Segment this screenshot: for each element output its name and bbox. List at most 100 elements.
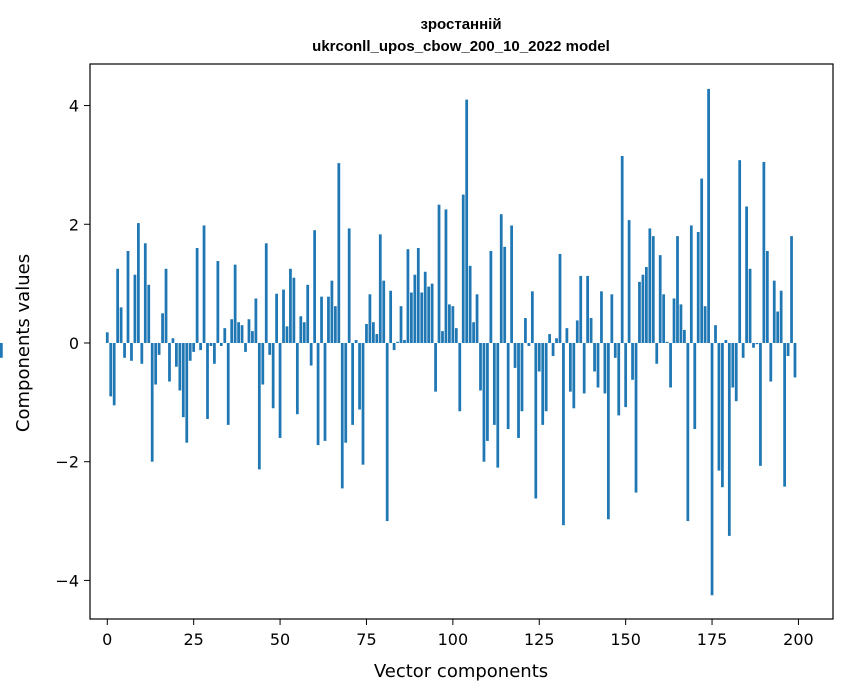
bar [537, 342, 541, 372]
bar [147, 284, 151, 343]
bar [703, 306, 707, 343]
bar [368, 294, 372, 343]
bar [555, 338, 558, 343]
bar [344, 342, 348, 443]
bar [116, 268, 120, 343]
bar [261, 342, 265, 385]
bar [237, 322, 240, 343]
bar [143, 243, 147, 343]
bar [575, 320, 579, 343]
bar [655, 342, 659, 364]
bar [530, 291, 534, 343]
bar [772, 280, 776, 343]
bar [665, 341, 669, 343]
bar [192, 342, 196, 352]
bar [188, 342, 192, 361]
bar [503, 246, 507, 343]
bar [403, 340, 406, 343]
bar [410, 292, 413, 343]
bar [282, 289, 285, 343]
bar [247, 319, 251, 343]
bar [375, 334, 379, 343]
bar [472, 322, 475, 343]
bar [0, 342, 3, 358]
x-tick-label: 50 [270, 630, 290, 649]
bar [748, 268, 752, 343]
bar [302, 322, 306, 343]
bar [645, 267, 648, 343]
bar [441, 331, 444, 343]
bar [320, 296, 323, 343]
bar [378, 234, 382, 343]
bar [593, 342, 596, 372]
bar [333, 306, 337, 343]
bar [786, 342, 790, 357]
bar [589, 318, 593, 343]
bar [741, 342, 745, 358]
bar [551, 342, 555, 357]
bar [289, 268, 292, 343]
bar [285, 326, 289, 343]
bar [199, 342, 202, 351]
bar [168, 342, 171, 382]
bar [306, 284, 310, 343]
bar [724, 340, 728, 343]
plot-frame [89, 63, 834, 620]
bar [676, 236, 679, 343]
bar [244, 342, 247, 352]
bar [233, 264, 237, 343]
bar [641, 274, 645, 343]
bar [565, 328, 569, 343]
bar [257, 342, 261, 470]
bar [624, 342, 628, 408]
bar [596, 342, 600, 388]
bar [340, 342, 344, 489]
x-tick-label: 200 [783, 630, 814, 649]
bar [717, 342, 721, 471]
bar [226, 342, 230, 425]
bar [745, 206, 748, 343]
bar [506, 342, 510, 430]
y-axis-label: Components values [13, 254, 34, 432]
bar [133, 274, 137, 343]
bar [779, 290, 783, 343]
bar [482, 342, 486, 462]
bar [693, 342, 697, 430]
bar [268, 342, 272, 355]
bar [230, 319, 234, 343]
bar [323, 342, 327, 441]
bar [468, 265, 472, 343]
bar [416, 248, 420, 343]
bar [707, 88, 710, 343]
y-axis-ticks: −4 −2 0 2 4 [55, 97, 90, 590]
bar [727, 342, 731, 536]
bar [299, 316, 303, 343]
bar [572, 342, 576, 409]
bar [710, 342, 714, 596]
bar [683, 329, 686, 343]
bar [123, 342, 126, 358]
bar [544, 342, 548, 412]
bar [444, 209, 448, 343]
bar [316, 342, 320, 446]
bar [669, 342, 672, 388]
bar [524, 318, 527, 343]
bar [437, 204, 441, 343]
bar [313, 230, 317, 343]
bar [793, 342, 797, 378]
bar [731, 342, 735, 388]
bar [119, 307, 123, 343]
bar [765, 250, 769, 343]
bar [762, 161, 766, 343]
bar [358, 342, 361, 410]
bar [651, 236, 655, 343]
y-tick-label: −4 [55, 571, 79, 590]
bar [240, 325, 244, 343]
bar [579, 275, 583, 343]
bar [600, 291, 603, 343]
bar [700, 178, 704, 343]
bar [679, 304, 683, 343]
x-tick-label: 0 [102, 630, 112, 649]
bar [275, 293, 278, 343]
bar [109, 342, 113, 397]
